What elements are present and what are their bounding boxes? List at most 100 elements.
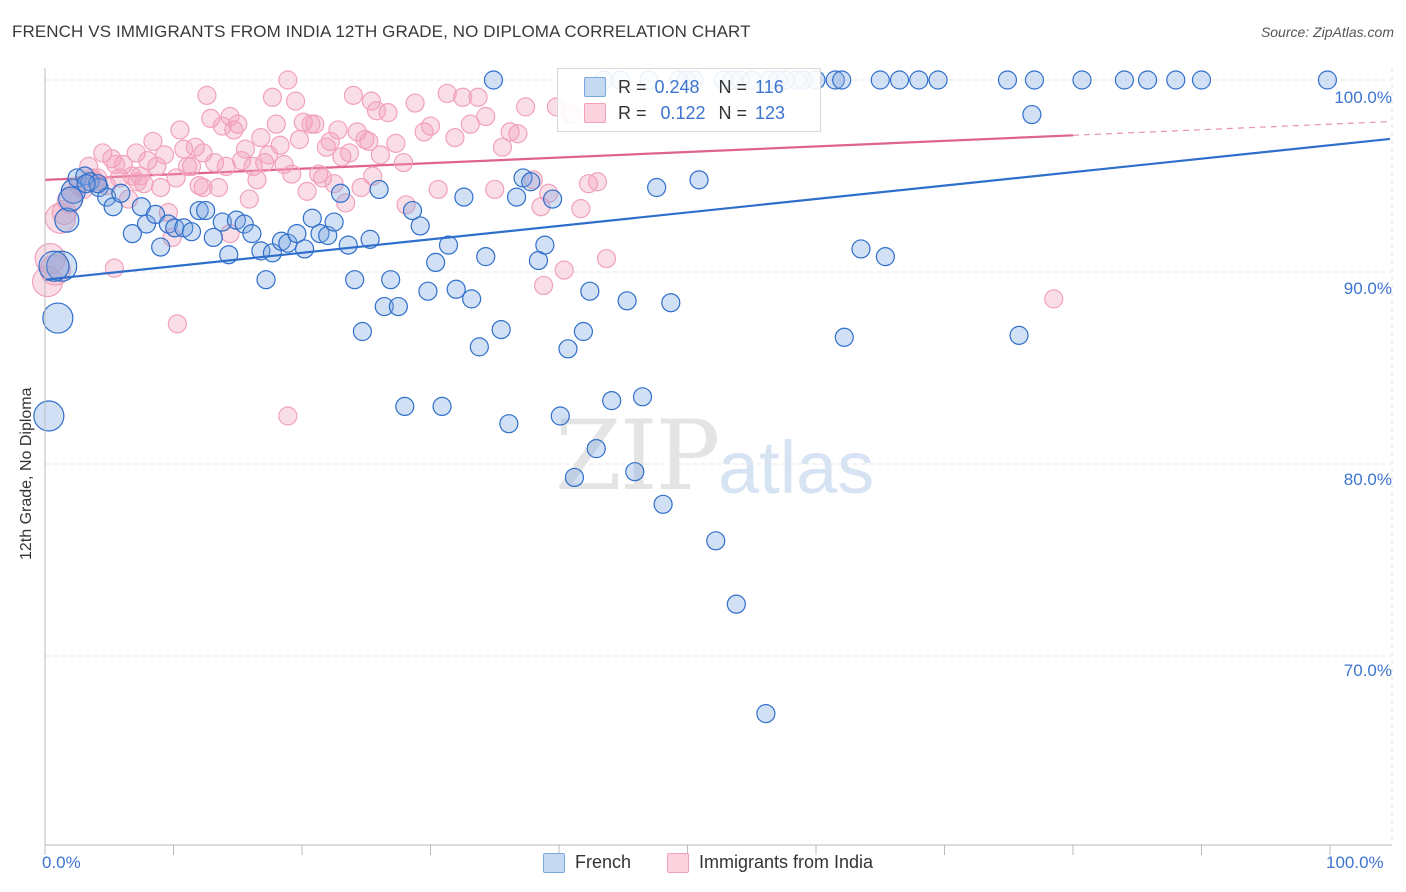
french-point [469,337,489,357]
india-point [312,168,333,188]
bottom-legend-india: Immigrants from India [667,852,873,873]
french-r-value: 0.248 [654,76,700,97]
french-point [310,224,330,244]
india-point [289,129,310,150]
india-point [151,177,171,198]
french-point [33,400,65,432]
india-point [251,128,271,148]
india-point [500,122,520,142]
bottom-legend-french: French [543,852,631,873]
india-point [143,131,163,152]
french-legend-label: French [575,852,632,872]
french-point [145,204,166,224]
french-point [632,387,653,407]
india-point [437,83,457,104]
india-point [492,137,513,157]
india-point [361,91,381,111]
india-n-label: N = [718,102,748,123]
french-point [432,396,452,416]
french-point [889,70,910,90]
india-point [378,103,398,123]
india-point [122,166,142,186]
french-point [426,252,446,272]
india-point [154,145,175,165]
french-point [689,170,709,190]
french-point [558,339,578,359]
french-point [832,70,852,90]
french-point [706,531,726,551]
french-point [535,235,555,255]
india-point [453,87,473,107]
india-point [212,116,232,136]
india-point [1044,289,1064,309]
french-point [324,212,344,232]
french-point [617,291,637,311]
french-point [97,187,117,207]
french-point [1009,325,1029,345]
french-point [462,289,482,309]
french-point [360,229,380,249]
india-point [185,137,205,157]
french-n-value: 116 [755,76,784,97]
legend-row-india: R = 0.122 N = 123 [584,101,785,125]
india-point [262,87,283,107]
french-point [653,494,673,514]
french-point [122,224,142,244]
india-point [476,106,496,127]
french-point [287,224,307,244]
french-point [446,279,466,299]
india-point [324,174,344,194]
y-tick-label-70: 70.0% [1343,661,1392,680]
french-point [647,177,667,198]
french-point [369,179,389,200]
french-point [242,224,262,244]
french-point [573,321,594,342]
india-point [297,181,317,201]
gridlines [45,68,1393,845]
french-point [1114,70,1135,90]
india-point [320,131,340,152]
india-point [571,199,591,219]
french-point [196,200,216,221]
french-point [1317,70,1338,90]
french-point [181,222,202,242]
french-point [909,70,929,90]
french-point [212,212,232,232]
india-point [197,85,217,105]
india-point [270,135,290,155]
french-point [834,327,854,347]
french-point [476,247,496,267]
source-credit: Source: ZipAtlas.com [1260,24,1394,40]
india-point [343,85,363,105]
french-point [111,183,131,203]
french-point [521,172,541,192]
french-point [256,270,276,290]
india-point [336,193,356,213]
india-point [515,97,536,117]
india-point [104,258,124,278]
french-point [454,187,474,207]
india-legend-swatch [667,852,689,873]
french-point [418,281,438,301]
french-point [564,467,585,488]
india-point [420,116,441,136]
french-point [302,208,322,228]
x-tick-label-max: 100.0% [1326,853,1384,872]
french-point [1024,70,1045,90]
french-point [586,439,606,459]
india-point [181,156,202,176]
india-trend-group [44,121,1389,181]
india-point [460,114,480,134]
india-point [278,406,298,426]
india-trend-line [44,134,1074,181]
india-point [386,133,406,153]
french-point [330,183,351,203]
french-point [345,270,365,290]
french-points [33,70,1338,724]
india-point [393,152,414,173]
india-point [445,128,465,148]
india-point [309,164,329,184]
india-point [285,91,306,111]
india-point [587,172,608,192]
india-point [235,139,256,159]
